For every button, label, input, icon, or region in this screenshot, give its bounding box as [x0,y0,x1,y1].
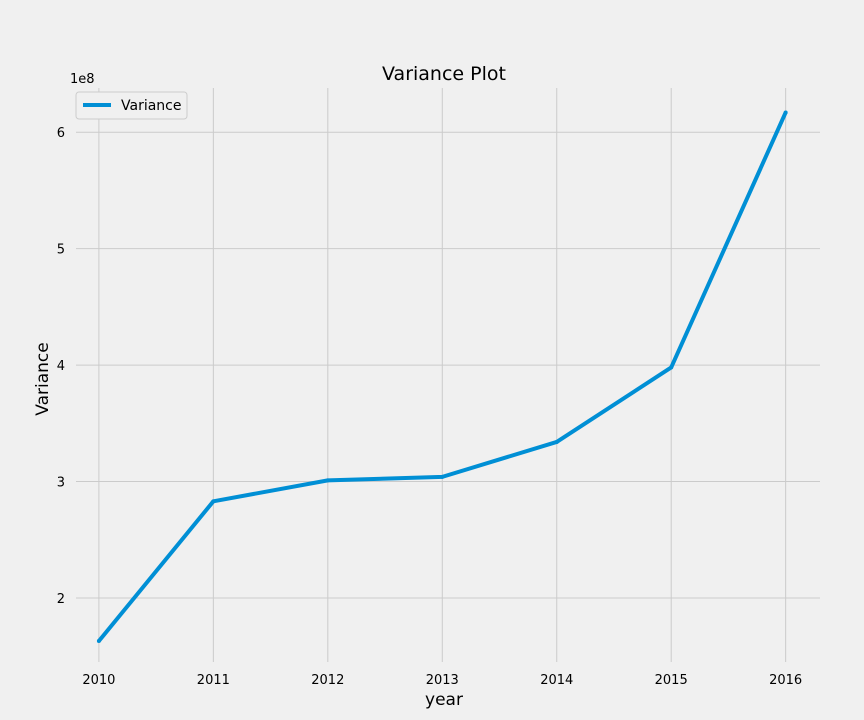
legend: Variance [75,91,188,120]
data-point [440,474,445,479]
legend-label: Variance [121,98,181,114]
y-tick-label: 2 [57,592,65,607]
x-tick-label: 2015 [655,673,688,688]
x-tick-label: 2011 [197,673,230,688]
y-gridlines [76,131,820,599]
data-point [96,639,101,644]
data-point [669,365,674,370]
y-tick-label: 6 [57,126,65,141]
x-tick-label: 2014 [540,673,573,688]
chart-title: Variance Plot [382,63,506,85]
y-tick-labels: 2 3 4 5 6 [57,126,65,607]
x-tick-label: 2012 [311,673,344,688]
x-tick-label: 2013 [426,673,459,688]
x-axis-label: year [425,690,463,710]
y-tick-label: 4 [57,359,65,374]
y-scale-multiplier: 1e8 [70,72,95,87]
data-point [325,478,330,483]
x-gridlines [98,88,787,662]
x-tick-labels: 2010 2011 2012 2013 2014 2015 2016 [82,673,802,688]
y-axis-label: Variance [33,342,53,415]
x-tick-label: 2016 [769,673,802,688]
y-tick-label: 5 [57,243,65,258]
series-layer [96,110,788,644]
data-point [211,499,216,504]
x-tick-label: 2010 [82,673,115,688]
y-tick-label: 3 [57,476,65,491]
data-point [554,439,559,444]
data-point [783,110,788,115]
legend-box [75,91,188,120]
